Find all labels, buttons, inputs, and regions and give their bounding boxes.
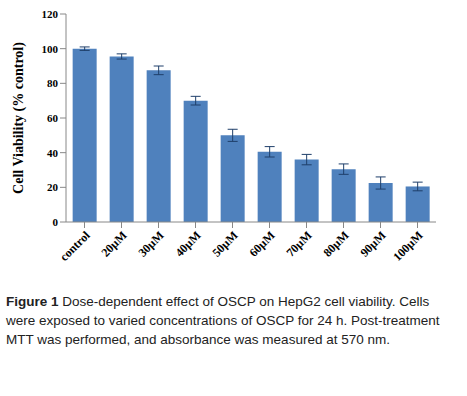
- svg-text:70µM: 70µM: [283, 228, 314, 259]
- svg-text:40: 40: [47, 147, 59, 159]
- svg-text:30µM: 30µM: [135, 228, 166, 259]
- svg-text:control: control: [57, 228, 93, 264]
- svg-text:20µM: 20µM: [98, 228, 129, 259]
- svg-text:20: 20: [47, 181, 59, 193]
- html-text:Figure 1 Dose-dependent effect: Figure 1 Dose-dependent effect of OSCP o…: [6, 294, 440, 347]
- svg-text:0: 0: [53, 216, 59, 228]
- svg-text:60: 60: [47, 112, 59, 124]
- svg-text:40µM: 40µM: [172, 228, 203, 259]
- svg-text:Cell Viability (% control): Cell Viability (% control): [11, 42, 27, 194]
- svg-text:60µM: 60µM: [246, 228, 277, 259]
- svg-text:120: 120: [42, 8, 59, 20]
- svg-text:80µM: 80µM: [320, 228, 351, 259]
- svg-text:90µM: 90µM: [357, 228, 388, 259]
- svg-text:50µM: 50µM: [209, 228, 240, 259]
- svg-text:100µM: 100µM: [390, 228, 426, 264]
- svg-text:80: 80: [47, 77, 59, 89]
- svg-text:100: 100: [42, 43, 59, 55]
